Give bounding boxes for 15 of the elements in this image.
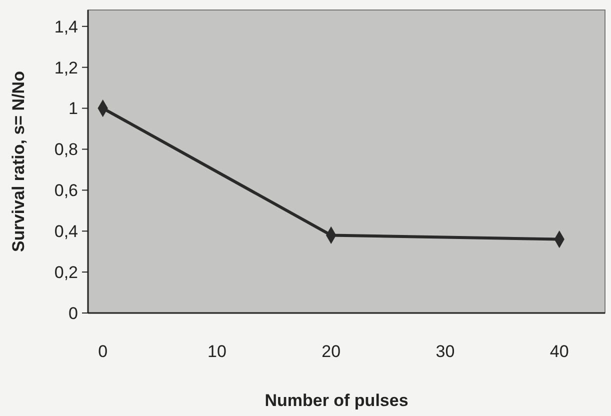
- y-tick-label: 0,4: [54, 222, 78, 242]
- x-tick-label: 20: [322, 342, 341, 361]
- x-tick-label: 0: [98, 342, 108, 361]
- y-tick-label: 0,6: [54, 181, 78, 200]
- y-tick-label: 1: [68, 99, 78, 118]
- y-axis-title: Survival ratio, s= N/No: [9, 71, 28, 252]
- y-tick-label: 0,2: [54, 263, 78, 282]
- y-tick-label: 0: [68, 304, 78, 323]
- x-axis-title: Number of pulses: [264, 391, 408, 410]
- y-tick-label: 0,8: [54, 140, 78, 160]
- x-tick-label: 10: [208, 342, 226, 361]
- y-tick-label: 1,2: [54, 58, 78, 78]
- x-tick-label: 40: [550, 342, 569, 361]
- y-tick-label: 1,4: [54, 17, 78, 36]
- x-tick-label: 30: [436, 342, 455, 361]
